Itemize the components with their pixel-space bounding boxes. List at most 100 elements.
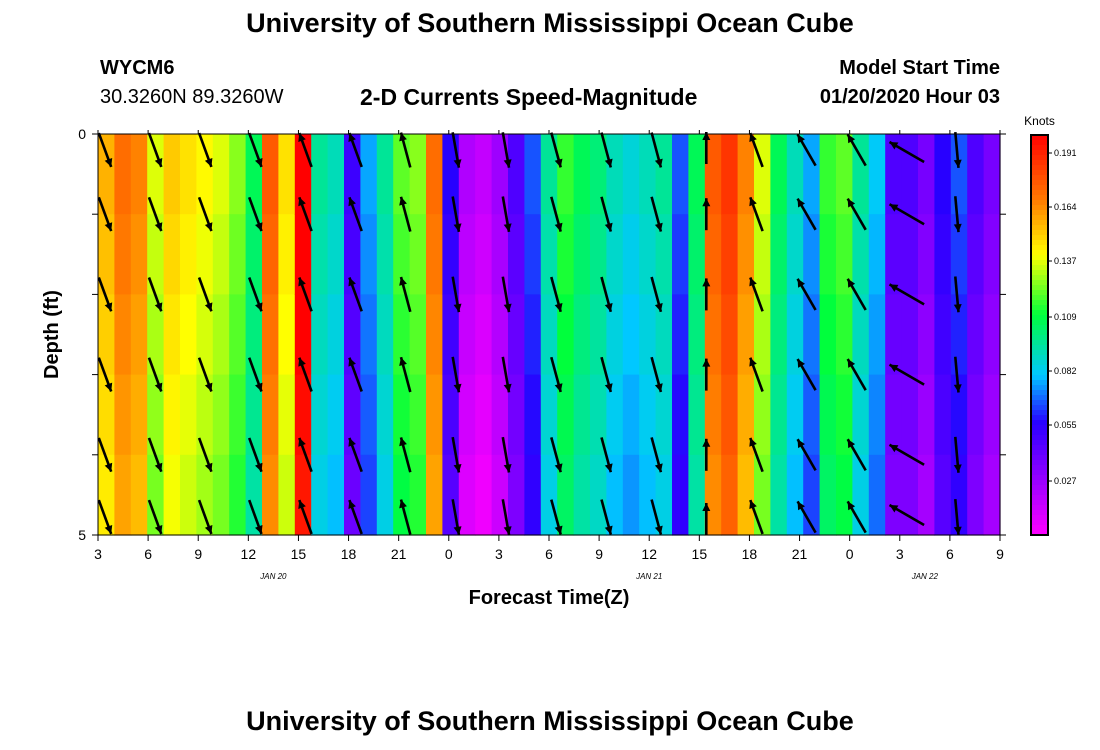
heatmap-cell (934, 374, 952, 456)
x-tick-label: 18 (742, 546, 758, 562)
heatmap-cell (852, 214, 870, 295)
arrow-head (953, 384, 962, 393)
colorbar-tick-label: 0.027 (1054, 476, 1077, 486)
arrow-head (749, 437, 757, 447)
colorbar-segment (1031, 435, 1048, 441)
current-vector-arrow (888, 443, 925, 466)
x-axis-title: Forecast Time(Z) (469, 587, 630, 609)
current-vector-arrow (247, 196, 263, 232)
current-vector-arrow (749, 277, 764, 312)
heatmap-cell (294, 374, 312, 456)
arrow-head (953, 526, 962, 535)
heatmap-cell (540, 134, 558, 215)
arrow-head (889, 284, 899, 292)
heatmap-cell (98, 454, 115, 536)
heatmap-cell (409, 294, 427, 376)
heatmap-cell (180, 214, 197, 295)
heatmap-cell (376, 134, 394, 215)
arrow-head (604, 525, 613, 535)
heatmap-cell (393, 294, 411, 376)
current-vector-arrow (749, 196, 764, 232)
heatmap-cell (737, 454, 755, 536)
arrow-head (453, 383, 462, 393)
heatmap-cell (311, 454, 329, 536)
heatmap-cell (721, 374, 739, 456)
current-vector-arrow (197, 437, 213, 473)
colorbar-segment (1031, 290, 1048, 296)
heatmap-cell (983, 134, 1001, 215)
arrow-head (503, 526, 512, 535)
current-vectors (97, 131, 962, 536)
heatmap-cell (114, 214, 132, 295)
current-vector-arrow (846, 500, 867, 534)
arrow-head (298, 277, 306, 287)
current-vector-arrow (796, 438, 817, 472)
arrow-head (453, 223, 462, 232)
heatmap-cell (885, 374, 903, 456)
current-vector-arrow (550, 356, 563, 393)
arrow-head (554, 525, 563, 535)
heatmap-cell (229, 294, 247, 376)
arrow-head (604, 222, 613, 232)
current-vector-arrow (600, 132, 613, 168)
arrow-head (348, 277, 356, 287)
arrow-head (399, 357, 407, 366)
current-vector-arrow (650, 356, 663, 393)
heatmap-cell (573, 374, 591, 456)
heatmap-cell (983, 294, 1001, 376)
colorbar-tick-label: 0.109 (1054, 312, 1077, 322)
heatmap-cell (163, 374, 181, 456)
arrow-head (702, 503, 711, 511)
heatmap-cell (311, 294, 329, 376)
current-vector-arrow (247, 437, 263, 473)
heatmap-cell (754, 374, 771, 456)
heatmap-cell (229, 374, 247, 456)
heatmap-cell (130, 134, 148, 215)
heatmap-cell (426, 214, 443, 295)
heatmap-cell (212, 294, 230, 376)
current-vector-arrow (348, 196, 363, 232)
arrow-head (797, 198, 805, 208)
heatmap-cell (294, 454, 312, 536)
current-vector-arrow (600, 276, 613, 313)
colorbar-segment (1031, 305, 1048, 311)
arrow-head (889, 505, 899, 513)
heatmap-cell (475, 214, 493, 295)
current-vector-arrow (550, 196, 563, 232)
heatmap-cell (803, 214, 821, 295)
heatmap-cell (229, 454, 247, 536)
heatmap-cell (311, 374, 329, 456)
heatmap-cell (704, 374, 722, 456)
colorbar-segment (1031, 465, 1048, 471)
arrow-head (154, 158, 163, 167)
colorbar-segment (1031, 340, 1048, 346)
heatmap-cell (360, 454, 378, 536)
x-tick-label: 0 (846, 546, 854, 562)
arrow-head (889, 444, 899, 453)
heatmap-cell (754, 454, 771, 536)
heatmap-cell (147, 294, 165, 376)
current-vector-arrow (399, 196, 412, 232)
current-vector-arrow (348, 499, 363, 535)
colorbar-segment (1031, 240, 1048, 246)
heatmap-cell (606, 454, 624, 536)
heatmap-cell (934, 294, 952, 376)
current-vector-arrow (197, 499, 213, 535)
colorbar-segment (1031, 450, 1048, 456)
arrow-head (554, 222, 563, 232)
heatmap-cell (344, 214, 361, 295)
heatmap-cell (262, 294, 279, 376)
arrow-head (503, 303, 512, 313)
colorbar-segment (1031, 505, 1048, 511)
colorbar-segment (1031, 345, 1048, 351)
heatmap-cell (475, 374, 493, 456)
heatmap-cell (573, 214, 591, 295)
colorbar-segment (1031, 480, 1048, 486)
heatmap-cell (590, 294, 607, 376)
arrow-head (255, 222, 263, 232)
heatmap-cell (196, 134, 214, 215)
heatmap-cell (114, 294, 132, 376)
arrow-head (348, 437, 356, 447)
arrow-head (604, 158, 613, 168)
current-vector-arrow (749, 499, 764, 535)
